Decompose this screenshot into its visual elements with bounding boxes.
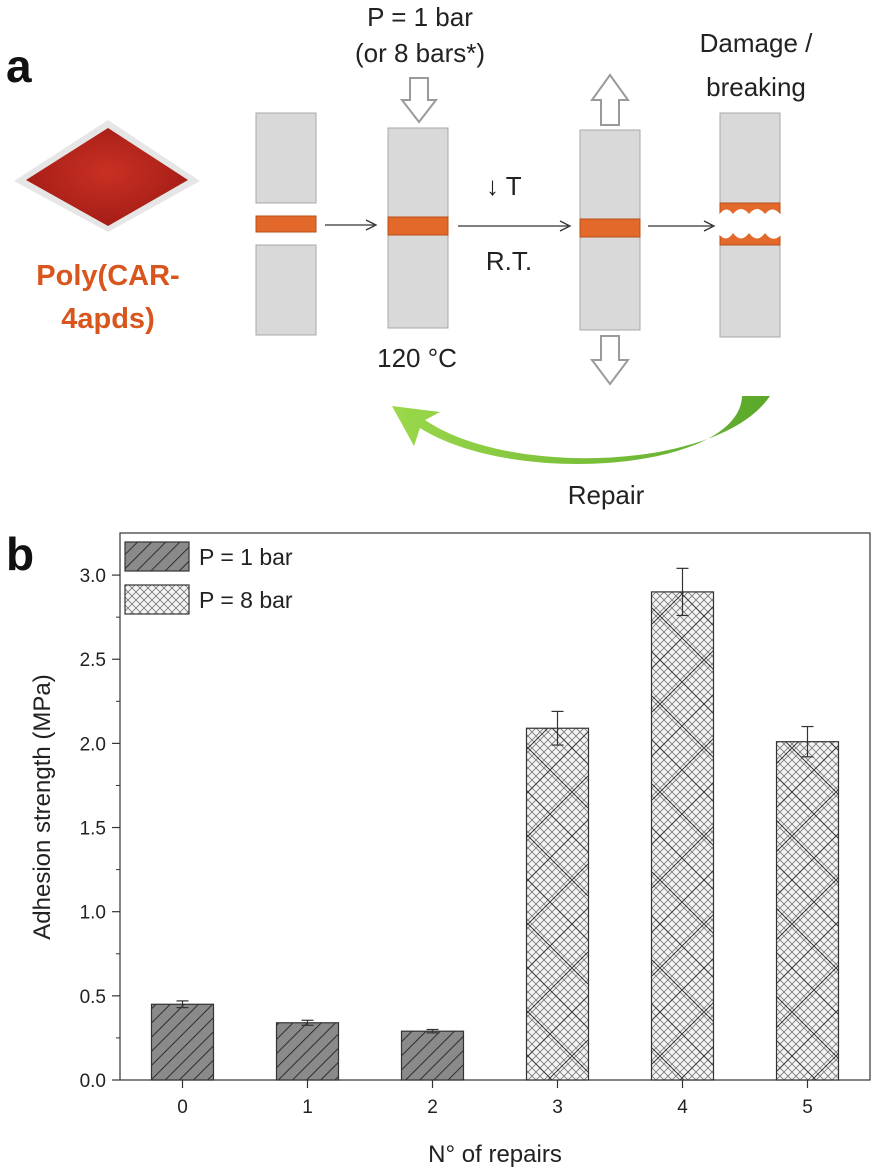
heating-temperature-label: 120 °C <box>377 343 457 373</box>
bars <box>150 591 840 1081</box>
pressure-label-line1: P = 1 bar <box>367 2 473 32</box>
material-name-line2: 4apds) <box>61 303 154 335</box>
bar-3 <box>525 727 590 1081</box>
y-axis-title: Adhesion strength (MPa) <box>29 674 56 939</box>
error-bar-5 <box>801 725 814 758</box>
arrow-cooling <box>458 220 572 232</box>
legend-swatch-8bar <box>124 584 190 615</box>
legend: P = 1 bar P = 8 bar <box>124 541 293 615</box>
bar-1 <box>275 1022 340 1081</box>
error-bar-0 <box>176 1000 189 1009</box>
y-tick-label: 1.5 <box>80 819 106 840</box>
step1-substrates <box>255 112 317 336</box>
plot-area <box>119 532 871 1081</box>
x-tick-label: 2 <box>427 1097 438 1118</box>
y-tick-label: 1.0 <box>80 903 106 924</box>
arrow-step1-to-step2 <box>325 219 378 231</box>
y-tick-label: 0.0 <box>80 1071 106 1092</box>
room-temperature-label: R.T. <box>486 246 532 276</box>
bar-5 <box>775 741 840 1081</box>
repair-cycle-arrow-icon <box>392 396 770 464</box>
step3-substrates <box>579 129 641 331</box>
material-sample-image <box>14 120 200 232</box>
step2-substrates <box>387 127 449 329</box>
y-tick-label: 0.5 <box>80 987 106 1008</box>
legend-label-1bar: P = 1 bar <box>199 544 293 570</box>
error-bars <box>176 567 814 1034</box>
y-tick-label: 3.0 <box>80 566 106 587</box>
x-tick-label: 4 <box>677 1097 688 1118</box>
y-tick-label: 2.0 <box>80 734 106 755</box>
arrow-step3-to-step4 <box>648 220 716 232</box>
bar-2 <box>400 1030 465 1081</box>
pressure-label-line2: (or 8 bars*) <box>355 38 485 68</box>
damage-label-line2: breaking <box>706 72 806 102</box>
x-tick-label: 0 <box>177 1097 188 1118</box>
error-bar-3 <box>551 710 564 746</box>
x-tick-label: 3 <box>552 1097 563 1118</box>
error-bar-4 <box>676 567 689 617</box>
bar-outline <box>775 741 840 1081</box>
bar-outline <box>525 727 590 1081</box>
bar-fill <box>150 1003 215 1081</box>
y-axis: 0.0 0.5 1.0 1.5 2.0 2.5 3.0 <box>80 566 120 1092</box>
legend-swatch-1bar <box>124 541 190 572</box>
panel-a-label: a <box>6 40 32 92</box>
bar-fill <box>400 1030 465 1081</box>
damage-label-line1: Damage / <box>700 28 813 58</box>
error-bar-1 <box>301 1019 314 1026</box>
error-bar-2 <box>426 1028 439 1034</box>
panel-b-label: b <box>6 528 34 580</box>
x-axis: 0 1 2 3 4 5 <box>177 1080 813 1118</box>
x-tick-label: 1 <box>302 1097 313 1118</box>
bar-outline <box>650 591 715 1081</box>
bar-4 <box>650 591 715 1081</box>
adhesion-bar-chart: 0.0 0.5 1.0 1.5 2.0 2.5 3.0 0 1 2 3 4 5 P = 1 bar P… <box>29 532 871 1168</box>
bar-0 <box>150 1003 215 1081</box>
press-arrow-icon <box>399 77 439 124</box>
cooling-label: ↓ T <box>486 171 522 201</box>
x-axis-title: N° of repairs <box>428 1141 562 1168</box>
bar-fill <box>275 1022 340 1081</box>
legend-label-8bar: P = 8 bar <box>199 587 293 613</box>
step4-broken-substrates <box>718 112 782 338</box>
x-tick-label: 5 <box>802 1097 813 1118</box>
pull-down-arrow-icon <box>590 335 630 386</box>
material-name-line1: Poly(CAR- <box>36 260 179 292</box>
y-tick-label: 2.5 <box>80 650 106 671</box>
repair-label: Repair <box>568 480 645 510</box>
pull-up-arrow-icon <box>590 73 630 126</box>
